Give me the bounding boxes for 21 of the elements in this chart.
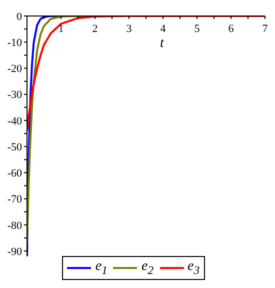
y-tick-label: -80 [7, 220, 22, 232]
x-tick-label: 7 [262, 22, 268, 35]
x-axis-title: t [160, 36, 164, 52]
legend-label: e$_{1}$ [95, 259, 108, 277]
y-tick-label: -70 [7, 194, 22, 206]
y-tick-label: -30 [7, 89, 22, 102]
y-tick-label: -20 [7, 63, 22, 76]
y-tick-label: 0 [16, 10, 22, 23]
y-tick-label: -10 [7, 37, 22, 50]
x-tick-label: 5 [194, 22, 200, 35]
x-tick-label: 2 [92, 22, 98, 35]
x-tick-label: 1 [58, 22, 64, 35]
y-tick-label: -40 [7, 115, 22, 128]
x-tick-label: 4 [160, 22, 166, 35]
y-tick-label: -60 [7, 168, 22, 180]
x-tick-label: 3 [126, 22, 132, 35]
legend-label: e$_{2}$ [141, 259, 154, 277]
y-tick-label: -50 [7, 141, 22, 154]
y-tick-label: -90 [7, 246, 22, 258]
x-tick-label: 6 [228, 22, 234, 35]
legend-label: e$_{3}$ [188, 259, 200, 277]
